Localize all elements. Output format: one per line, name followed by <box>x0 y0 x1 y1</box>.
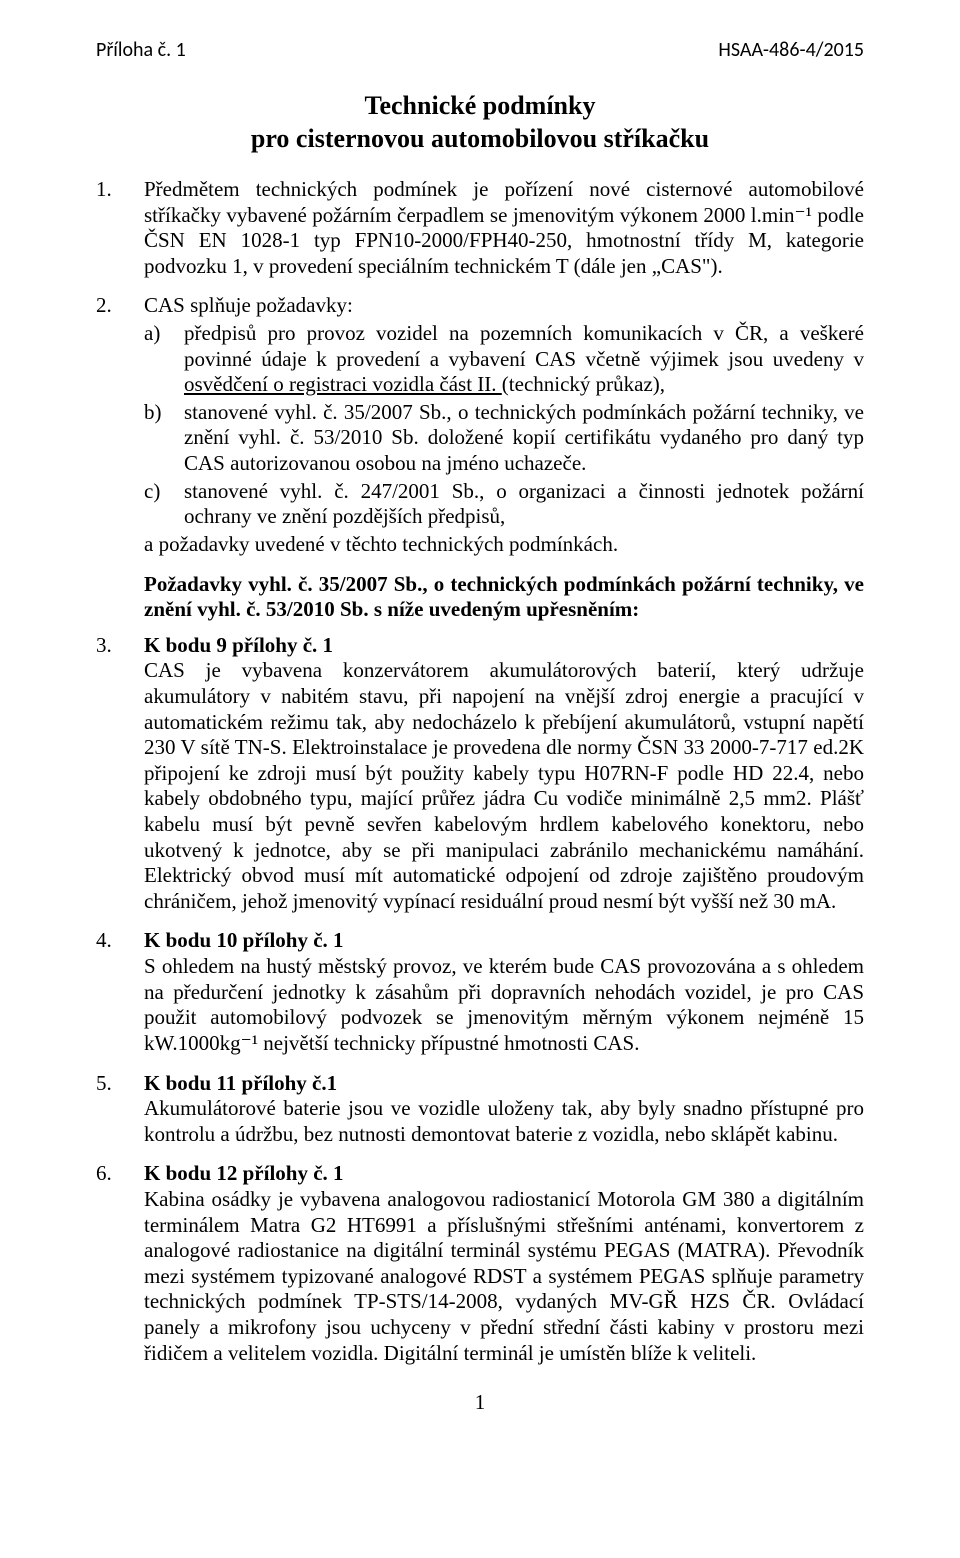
sub-item-a: předpisů pro provoz vozidel na pozemních… <box>144 321 864 398</box>
item-3-body: CAS je vybavena konzervátorem akumulátor… <box>144 658 864 912</box>
alpha-sublist: předpisů pro provoz vozidel na pozemních… <box>144 321 864 530</box>
item-1-text: Předmětem technických podmínek je poříze… <box>144 177 864 278</box>
item-4-body: S ohledem na hustý městský provoz, ve kt… <box>144 954 864 1055</box>
header-left: Příloha č. 1 <box>96 38 186 62</box>
item-5-body: Akumulátorové baterie jsou ve vozidle ul… <box>144 1096 864 1146</box>
item-2-trailing: a požadavky uvedené v těchto technických… <box>144 532 864 558</box>
numbered-list: Předmětem technických podmínek je poříze… <box>96 177 864 558</box>
item-6-heading: K bodu 12 přílohy č. 1 <box>144 1161 344 1185</box>
sub-item-b: stanovené vyhl. č. 35/2007 Sb., o techni… <box>144 400 864 477</box>
sub-c-text: stanovené vyhl. č. 247/2001 Sb., o organ… <box>184 479 864 529</box>
item-3-heading: K bodu 9 přílohy č. 1 <box>144 633 333 657</box>
list-item-5: K bodu 11 přílohy č.1 Akumulátorové bate… <box>96 1071 864 1148</box>
list-item-1: Předmětem technických podmínek je poříze… <box>96 177 864 279</box>
sub-a-pre: předpisů pro provoz vozidel na pozemních… <box>184 321 864 371</box>
list-item-4: K bodu 10 přílohy č. 1 S ohledem na hust… <box>96 928 864 1056</box>
sub-b-text: stanovené vyhl. č. 35/2007 Sb., o techni… <box>184 400 864 475</box>
mid-requirements-paragraph: Požadavky vyhl. č. 35/2007 Sb., o techni… <box>96 572 864 623</box>
numbered-list-continued: K bodu 9 přílohy č. 1 CAS je vybavena ko… <box>96 633 864 1366</box>
page-header: Příloha č. 1 HSAA-486-4/2015 <box>96 38 864 62</box>
sub-a-post: (technický průkaz), <box>502 372 665 396</box>
sub-a-underlined: osvědčení o registraci vozidla část II. <box>184 372 502 396</box>
title-line-2: pro cisternovou automobilovou stříkačku <box>251 124 709 153</box>
document-title: Technické podmínky pro cisternovou autom… <box>96 90 864 155</box>
sub-item-c: stanovené vyhl. č. 247/2001 Sb., o organ… <box>144 479 864 530</box>
item-2-intro: CAS splňuje požadavky: <box>144 293 353 317</box>
list-item-6: K bodu 12 přílohy č. 1 Kabina osádky je … <box>96 1161 864 1366</box>
document-page: Příloha č. 1 HSAA-486-4/2015 Technické p… <box>0 0 960 1558</box>
page-number: 1 <box>96 1390 864 1415</box>
title-line-1: Technické podmínky <box>365 91 596 120</box>
list-item-2: CAS splňuje požadavky: předpisů pro prov… <box>96 293 864 557</box>
list-item-3: K bodu 9 přílohy č. 1 CAS je vybavena ko… <box>96 633 864 915</box>
item-5-heading: K bodu 11 přílohy č.1 <box>144 1071 337 1095</box>
header-right: HSAA-486-4/2015 <box>718 38 864 62</box>
item-6-body: Kabina osádky je vybavena analogovou rad… <box>144 1187 864 1365</box>
item-4-heading: K bodu 10 přílohy č. 1 <box>144 928 344 952</box>
